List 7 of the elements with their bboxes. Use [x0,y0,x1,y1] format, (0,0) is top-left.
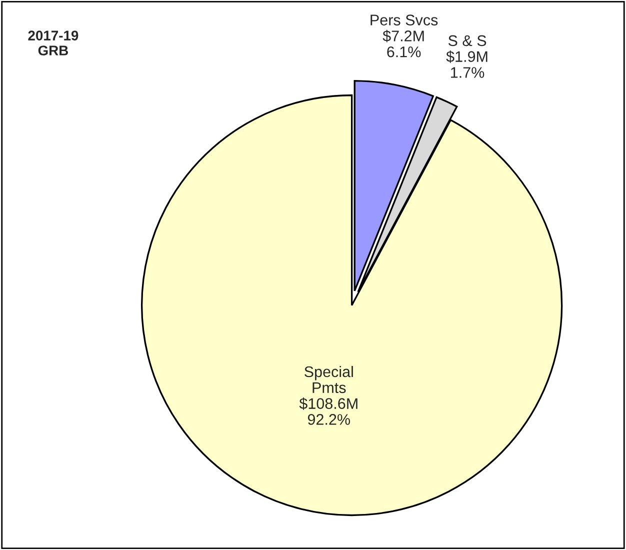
slice-label: S & S [448,35,486,46]
text: 2017-19 GRB [28,30,78,56]
slice-label: Pers Svcs [370,14,438,26]
slice-label: Special Pmts [304,366,353,394]
data-label: $108.6M 92.2% [299,398,358,425]
data-label: $1.9M 1.7% [446,50,488,78]
data-label: $7.2M 6.1% [382,30,424,58]
